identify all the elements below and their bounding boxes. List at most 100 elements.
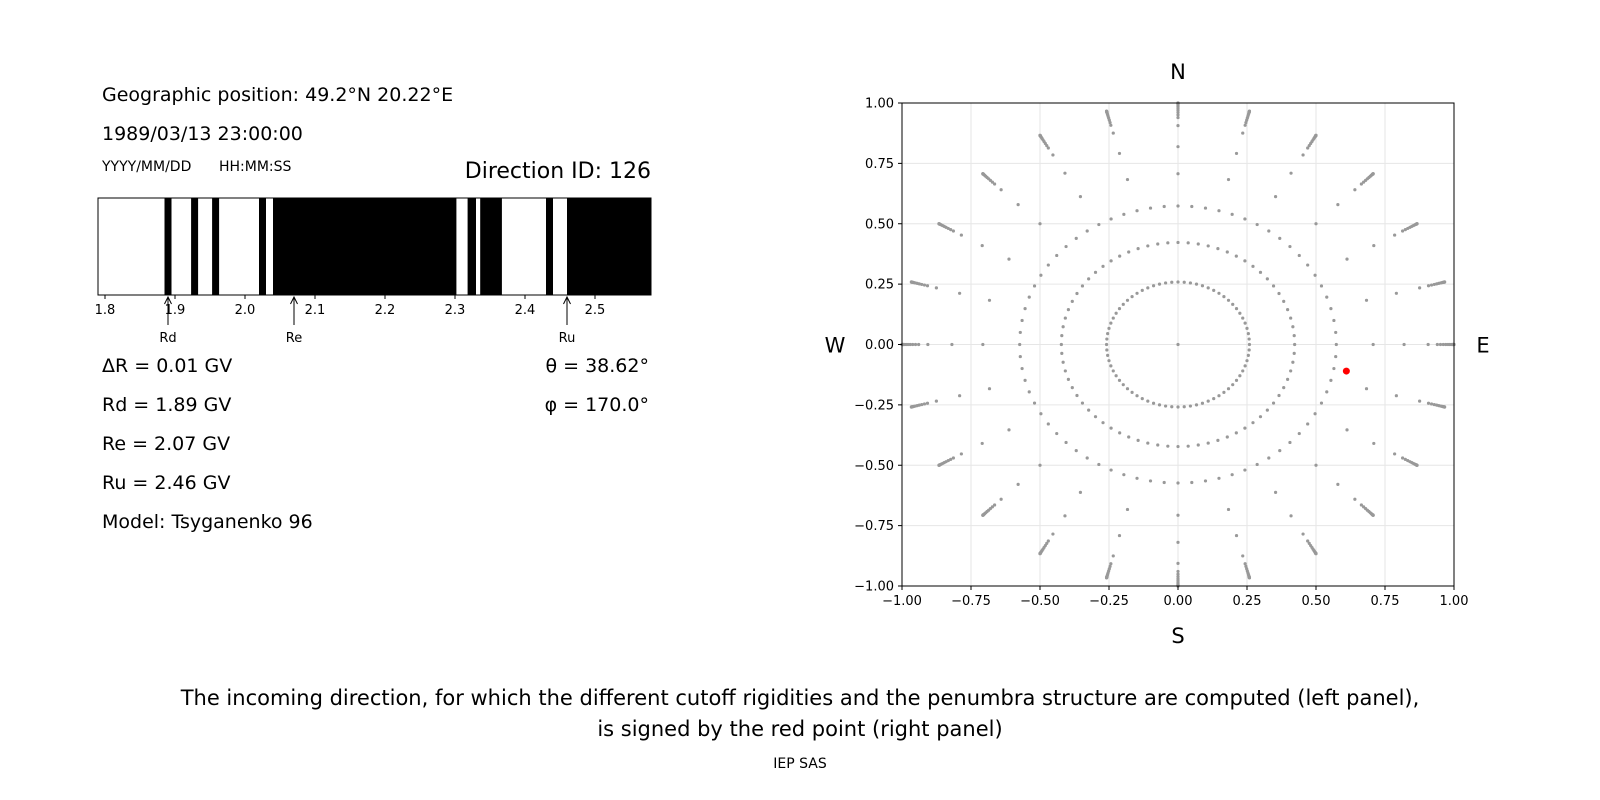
x-tick-label: −0.50 <box>1020 594 1060 609</box>
direction-point <box>1234 254 1238 258</box>
direction-point <box>909 280 914 284</box>
datetime: 1989/03/13 23:00:00 <box>102 123 303 145</box>
direction-point <box>1018 342 1022 347</box>
direction-point <box>1176 280 1180 284</box>
direction-point <box>1243 468 1247 472</box>
direction-point <box>1046 146 1050 150</box>
direction-point <box>1265 277 1269 281</box>
direction-point <box>949 457 953 461</box>
direction-point <box>1429 402 1434 406</box>
x-tick-label: 0.50 <box>1302 594 1331 609</box>
forbidden-band <box>191 198 199 295</box>
direction-point <box>1271 401 1276 405</box>
direction-point <box>1063 316 1067 320</box>
caption-line-1: The incoming direction, for which the di… <box>180 686 1420 710</box>
direction-point <box>1046 263 1050 267</box>
direction-point <box>1222 390 1226 394</box>
direction-point <box>1020 318 1024 323</box>
direction-point <box>1243 426 1247 430</box>
direction-point <box>1234 307 1239 311</box>
direction-point <box>1206 244 1210 248</box>
direction-point <box>1156 242 1160 246</box>
direction-point <box>1403 457 1407 461</box>
direction-point <box>1121 302 1125 306</box>
direction-point <box>1109 123 1113 127</box>
direction-point <box>1070 299 1074 303</box>
x-tick-label: 1.00 <box>1440 594 1469 609</box>
direction-point <box>1023 307 1027 311</box>
forbidden-band <box>567 198 651 295</box>
direction-point <box>1170 280 1174 284</box>
marker-arrow-head <box>164 295 172 305</box>
date-format-label: YYYY/MM/DD <box>102 159 192 175</box>
direction-point <box>1038 552 1042 556</box>
direction-point <box>950 342 954 347</box>
direction-point <box>934 286 938 290</box>
direction-point <box>1016 482 1020 486</box>
direction-point <box>1064 440 1068 445</box>
direction-point <box>1231 383 1235 387</box>
direction-point <box>1238 311 1242 315</box>
direction-point <box>1394 394 1398 398</box>
direction-point <box>1217 394 1221 398</box>
direction-point <box>1109 259 1113 263</box>
direction-point <box>1415 463 1419 467</box>
direction-point <box>993 182 997 186</box>
model-name: Model: Tsyganenko 96 <box>102 511 313 533</box>
direction-point <box>1151 284 1156 288</box>
direction-point <box>1188 404 1193 408</box>
direction-point <box>1372 243 1376 248</box>
direction-point <box>925 284 930 288</box>
direction-point <box>1060 334 1064 338</box>
direction-point <box>1394 291 1398 295</box>
direction-point <box>1241 554 1245 558</box>
x-tick-label: 0.00 <box>1164 594 1193 609</box>
direction-point <box>1247 337 1251 341</box>
geographic-position: Geographic position: 49.2°N 20.22°E <box>102 84 454 106</box>
direction-point <box>1234 533 1239 538</box>
direction-point <box>1432 282 1436 287</box>
direction-point <box>1055 431 1059 436</box>
direction-point <box>1176 113 1180 117</box>
direction-point <box>1286 377 1290 382</box>
direction-point <box>1289 369 1293 373</box>
x-tick-label: −1.00 <box>882 594 922 609</box>
direction-point <box>1101 421 1105 425</box>
direction-chart: −1.00 −0.75 −0.50 −0.25 0.00 0.25 0.50 0.75 1.00… <box>825 60 1490 648</box>
direction-point <box>1163 404 1168 408</box>
direction-axes: −1.00 −0.75 −0.50 −0.25 0.00 0.25 0.50 0.75 1.00… <box>854 97 1468 610</box>
direction-point <box>1093 415 1098 419</box>
direction-point <box>1286 307 1290 312</box>
direction-point <box>1288 440 1292 445</box>
y-tick-label: −0.75 <box>854 519 894 534</box>
direction-point <box>1117 533 1122 538</box>
direction-point <box>1109 321 1113 325</box>
direction-point <box>1075 393 1079 398</box>
direction-point <box>987 298 992 302</box>
direction-point <box>1125 507 1130 512</box>
direction-point <box>1314 552 1318 556</box>
direction-point <box>1046 539 1050 543</box>
y-tick-label: 0.25 <box>865 278 894 293</box>
direction-point <box>1231 302 1235 306</box>
direction-point <box>1216 438 1220 443</box>
direction-point <box>1087 277 1091 281</box>
direction-point <box>1105 348 1109 352</box>
penumbra-tick-label: 2.2 <box>375 303 396 318</box>
direction-point <box>937 222 941 226</box>
direction-point <box>1118 254 1122 258</box>
direction-point <box>1243 321 1247 325</box>
direction-point <box>1166 241 1170 245</box>
direction-point <box>1332 318 1336 323</box>
direction-point <box>1070 386 1074 390</box>
direction-point <box>1176 145 1180 149</box>
penumbra-tick-label: 1.8 <box>95 303 116 318</box>
direction-point <box>911 342 915 347</box>
re-value: Re = 2.07 GV <box>102 433 231 455</box>
direction-point <box>1251 421 1255 425</box>
direction-point <box>1136 246 1140 251</box>
direction-point <box>1441 342 1445 347</box>
direction-point <box>1200 401 1205 405</box>
compass-north: N <box>1170 60 1186 84</box>
direction-point <box>1426 342 1430 347</box>
